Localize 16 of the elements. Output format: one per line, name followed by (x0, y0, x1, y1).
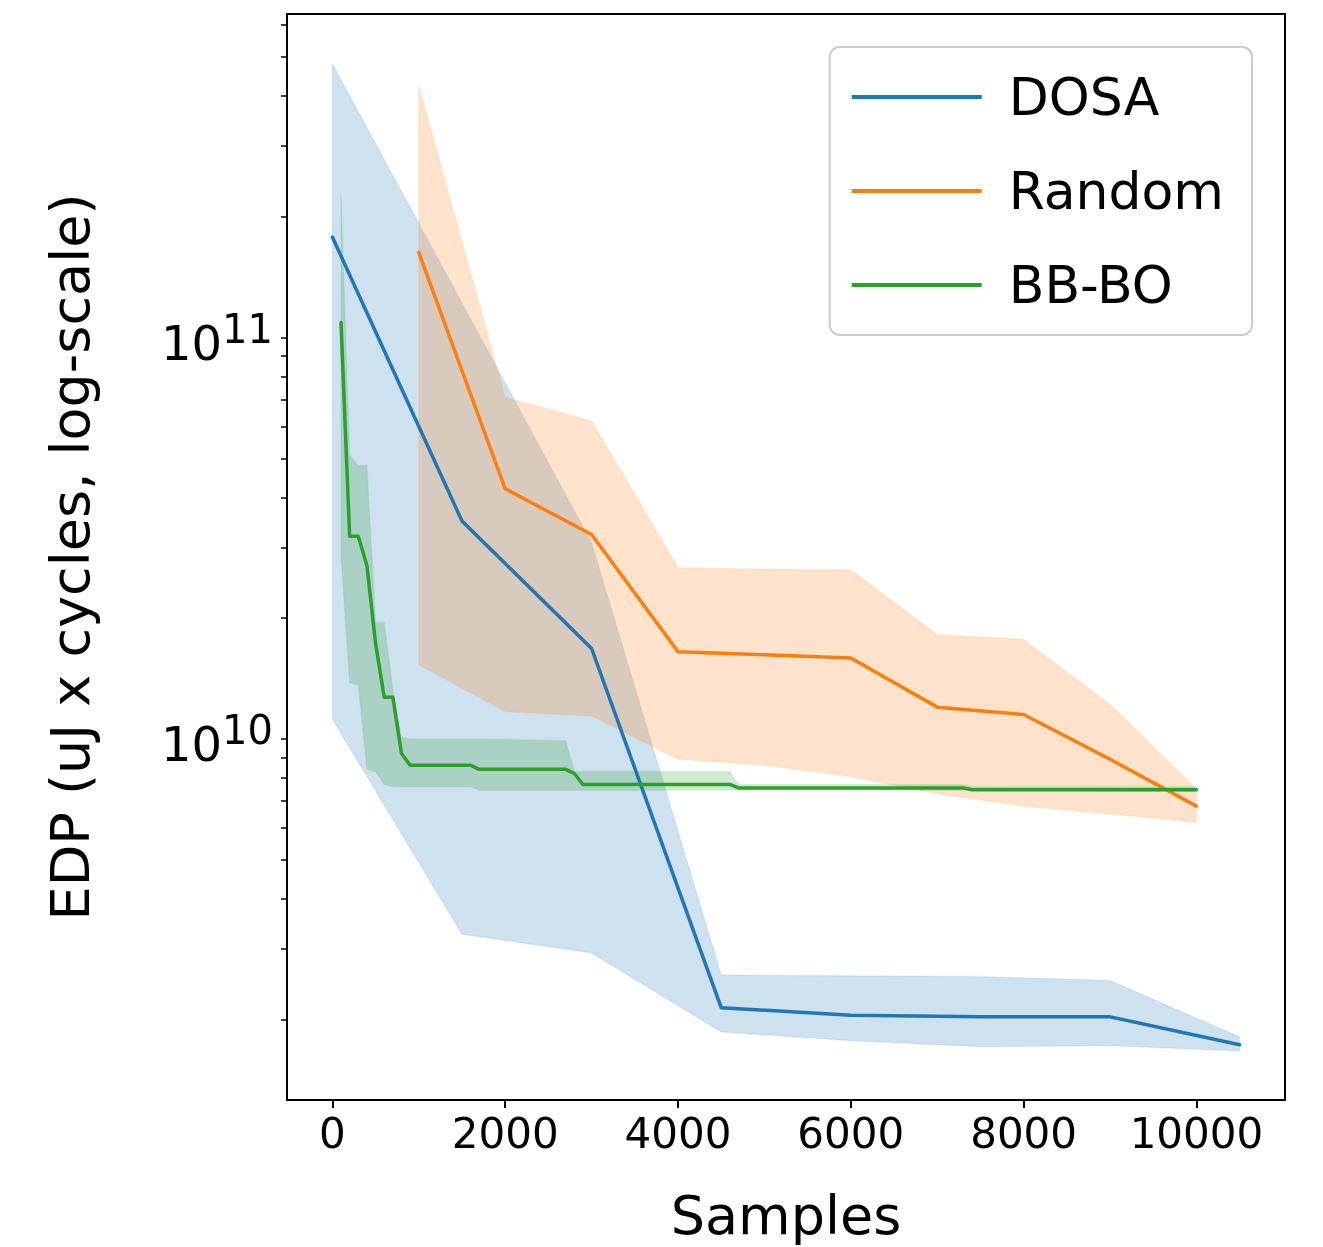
y-axis-title: EDP (uJ x cycles, log-scale) (38, 193, 102, 921)
legend-label: Random (1008, 161, 1225, 221)
line-series (339, 320, 1199, 792)
x-tick-label: 10000 (1129, 1108, 1264, 1158)
legend-label: BB-BO (1008, 255, 1173, 315)
x-tick-label: 6000 (797, 1108, 905, 1158)
y-tick-label: 10$^{10}$ (161, 706, 273, 772)
x-tick-label: 4000 (624, 1108, 732, 1158)
x-tick-label: 0 (319, 1108, 346, 1158)
y-tick-label: 10$^{11}$ (161, 305, 273, 371)
legend-label: DOSA (1008, 67, 1160, 127)
x-tick-label: 2000 (451, 1108, 559, 1158)
x-tick-label: 8000 (970, 1108, 1078, 1158)
line-series (417, 250, 1199, 808)
x-axis-title: Samples (670, 1183, 902, 1247)
line-series (330, 235, 1242, 1047)
